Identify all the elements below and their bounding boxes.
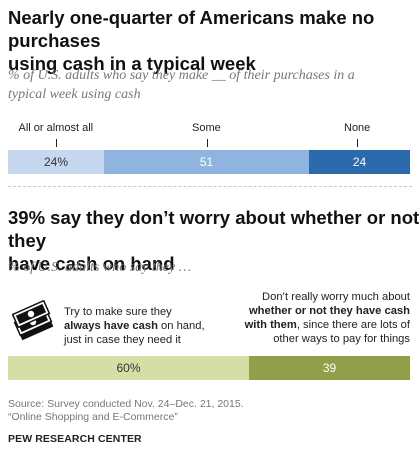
category-tick-2: [357, 139, 358, 147]
source-line-2: “Online Shopping and E-Commerce”: [8, 411, 178, 423]
bar-segment-2: 24: [309, 150, 410, 174]
bar-segment-1: 39: [249, 356, 410, 380]
bottom-title-line-2: have cash on hand: [8, 253, 175, 274]
right-note-line-1: Don’t really worry much about: [262, 291, 410, 303]
top-subtitle-line-2: typical week using cash: [8, 87, 141, 102]
dont-worry-note: Don’t really worry much about whether or…: [228, 290, 410, 346]
cash-share-chart: All or almost all 24% Some 51 None 24: [8, 122, 410, 174]
source-line-1: Source: Survey conducted Nov. 24–Dec. 21…: [8, 398, 244, 410]
left-note-line-3: just in case they need it: [64, 334, 181, 346]
right-note-bold-2: with them: [244, 319, 297, 331]
category-tick-1: [207, 139, 208, 147]
top-title-line-1: Nearly one-quarter of Americans make no …: [8, 7, 375, 51]
left-note-line-1: Try to make sure they: [64, 306, 172, 318]
bottom-chart-subtitle: % of U.S. adults who say they …: [8, 260, 192, 275]
top-subtitle-line-1: % of U.S. adults who say they make __ of…: [8, 68, 355, 83]
bar-segment-0: 24%: [8, 150, 104, 174]
bottom-chart-title: 39% say they don’t worry about whether o…: [8, 206, 420, 275]
section-divider: [8, 186, 412, 187]
right-note-line-3-rest: , since there are lots of: [296, 319, 410, 331]
category-label-0: All or almost all: [18, 122, 94, 134]
category-label-1: Some: [192, 122, 221, 134]
left-note-bold: always have cash: [64, 320, 158, 332]
top-title-line-2: using cash in a typical week: [8, 53, 256, 74]
bar-segment-0: 60%: [8, 356, 249, 380]
left-note-line-2-rest: on hand,: [157, 320, 205, 332]
top-chart-subtitle: % of U.S. adults who say they make __ of…: [8, 66, 355, 104]
always-have-cash-note: Try to make sure they always have cash o…: [64, 305, 205, 347]
right-note-line-4: other ways to pay for things: [273, 333, 410, 345]
top-chart-title: Nearly one-quarter of Americans make no …: [8, 6, 420, 75]
pew-logo-text: PEW RESEARCH CENTER: [8, 433, 142, 445]
cash-worry-chart: 60% 39: [8, 356, 410, 380]
cash-money-icon: [11, 299, 56, 342]
category-tick-0: [56, 139, 57, 147]
bottom-title-line-1: 39% say they don’t worry about whether o…: [8, 207, 420, 251]
bar-segment-1: 51: [104, 150, 309, 174]
source-note: Source: Survey conducted Nov. 24–Dec. 21…: [8, 398, 244, 424]
category-label-2: None: [344, 122, 371, 134]
right-note-bold-1: whether or not they have cash: [248, 305, 410, 317]
